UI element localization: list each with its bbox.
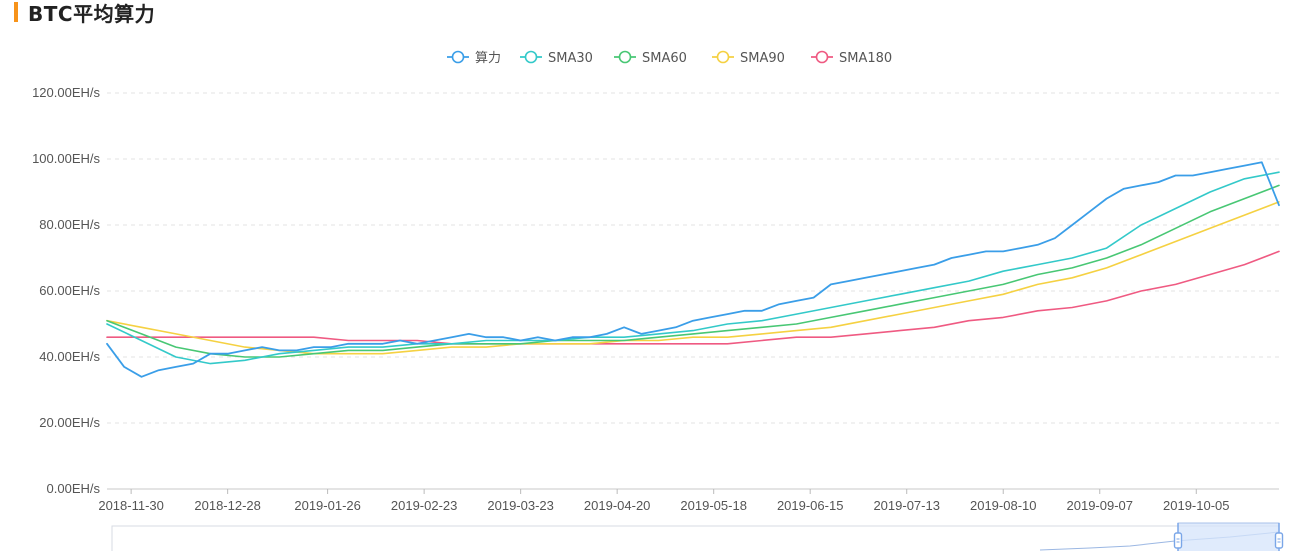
series-line-sma90[interactable] <box>106 201 1280 355</box>
page-title: BTC平均算力 <box>28 1 156 26</box>
y-tick-label: 120.00EH/s <box>32 85 100 100</box>
x-tick-label: 2019-09-07 <box>1067 498 1134 513</box>
legend-label: SMA60 <box>642 51 687 66</box>
legend-label: SMA90 <box>740 51 785 66</box>
x-tick-label: 2019-08-10 <box>970 498 1037 513</box>
data-zoom-slider[interactable] <box>111 522 1284 551</box>
legend-circle-icon <box>716 50 730 64</box>
y-tick-label: 100.00EH/s <box>32 151 100 166</box>
x-tick-label: 2019-03-23 <box>487 498 554 513</box>
zoom-track <box>111 525 1280 551</box>
legend-item-sma180[interactable]: SMA180 <box>811 50 892 66</box>
legend-label: SMA180 <box>839 51 892 66</box>
legend-circle-icon <box>524 50 538 64</box>
zoom-window <box>1177 522 1280 551</box>
y-tick-label: 80.00EH/s <box>39 217 100 232</box>
legend-circle-icon <box>451 50 465 64</box>
y-axis: 0.00EH/s 20.00EH/s 40.00EH/s 60.00EH/s 80.00… <box>32 85 100 496</box>
legend-item-sma90[interactable]: SMA90 <box>712 50 785 66</box>
y-tick-label: 20.00EH/s <box>39 415 100 430</box>
legend-item-sma60[interactable]: SMA60 <box>614 50 687 66</box>
x-tick-label: 2019-02-23 <box>391 498 458 513</box>
title-accent-bar <box>14 2 18 22</box>
x-axis: 2018-11-30 2018-12-28 2019-01-26 2019-02-23… <box>98 489 1230 513</box>
x-tick-label: 2019-07-13 <box>873 498 940 513</box>
grid-layer <box>107 92 1279 490</box>
y-tick-label: 0.00EH/s <box>47 481 101 496</box>
x-tick-label: 2019-04-20 <box>584 498 651 513</box>
y-tick-label: 40.00EH/s <box>39 349 100 364</box>
x-tick-label: 2018-11-30 <box>98 498 164 513</box>
x-tick-label: 2018-12-28 <box>194 498 261 513</box>
series-line-sma180[interactable] <box>106 250 1280 345</box>
x-tick-label: 2019-01-26 <box>294 498 361 513</box>
x-tick-label: 2019-05-18 <box>680 498 747 513</box>
legend-circle-icon <box>815 50 829 64</box>
x-tick-label: 2019-06-15 <box>777 498 844 513</box>
series-layer <box>106 161 1280 378</box>
y-tick-label: 60.00EH/s <box>39 283 100 298</box>
legend-label: SMA30 <box>548 51 593 66</box>
series-line-hashrate[interactable] <box>106 161 1280 378</box>
legend-item-sma30[interactable]: SMA30 <box>520 50 593 66</box>
zoom-handle-left[interactable] <box>1173 532 1183 549</box>
legend[interactable]: 算力 SMA30 SMA60 SMA90 SMA180 <box>447 50 892 66</box>
series-line-sma30[interactable] <box>106 171 1280 365</box>
legend-circle-icon <box>618 50 632 64</box>
zoom-handle-right[interactable] <box>1274 532 1284 549</box>
series-line-sma60[interactable] <box>106 184 1280 358</box>
chart-header: BTC平均算力 <box>14 0 156 26</box>
legend-label: 算力 <box>475 51 501 66</box>
legend-item-hashrate[interactable]: 算力 <box>447 50 501 66</box>
x-tick-label: 2019-10-05 <box>1163 498 1230 513</box>
